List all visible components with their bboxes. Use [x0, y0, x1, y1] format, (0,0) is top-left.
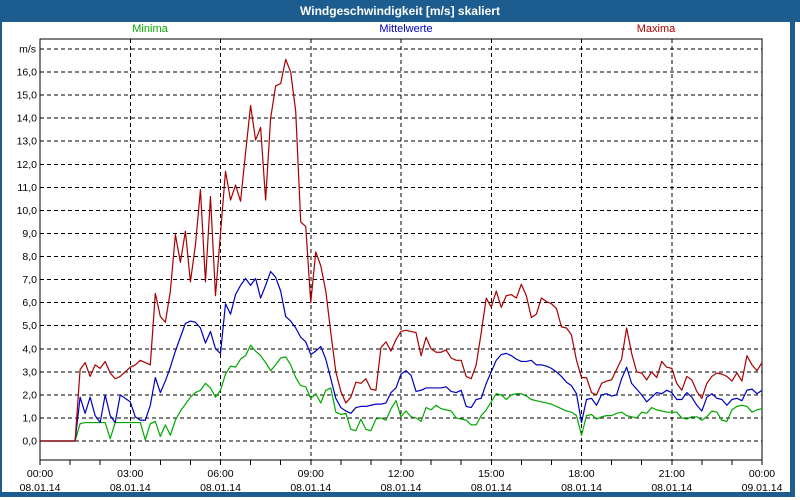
x-tick-time: 03:00 — [117, 468, 143, 480]
x-tick-time: 18:00 — [568, 468, 594, 480]
y-tick-label: 16,0 — [17, 67, 38, 79]
legend-minima: Minima — [132, 23, 168, 35]
x-tick-date: 08.01.14 — [381, 482, 422, 494]
window-border-left — [0, 22, 2, 497]
series-minima-line — [40, 344, 763, 442]
y-tick-label: 1,0 — [22, 412, 37, 424]
x-tick-time: 15:00 — [478, 468, 504, 480]
y-tick-label: 0,0 — [22, 436, 37, 448]
x-tick-date: 09.01.14 — [742, 482, 783, 494]
x-tick-date: 08.01.14 — [200, 482, 241, 494]
y-tick-label: 7,0 — [22, 274, 37, 286]
y-tick-label: 10,0 — [17, 205, 38, 217]
window-border-right — [790, 22, 795, 497]
legend-maxima: Maxima — [636, 23, 676, 35]
y-tick-label: 15,0 — [17, 90, 38, 102]
series-maxima-line — [40, 58, 763, 442]
y-tick-label: 14,0 — [17, 113, 38, 125]
x-tick-date: 08.01.14 — [561, 482, 602, 494]
y-tick-label: 6,0 — [22, 297, 37, 309]
x-tick-time: 12:00 — [388, 468, 414, 480]
y-tick-label: 9,0 — [22, 228, 37, 240]
legend-mittelwerte: Mittelwerte — [379, 23, 433, 35]
window-border-bottom — [0, 492, 795, 497]
series-mittelwerte-line — [40, 270, 763, 442]
y-tick-label: 4,0 — [22, 343, 37, 355]
y-tick-label: 11,0 — [17, 182, 37, 194]
y-tick-label: 3,0 — [22, 366, 37, 378]
x-tick-date: 08.01.14 — [290, 482, 331, 494]
x-tick-time: 00:00 — [27, 468, 53, 480]
x-tick-date: 08.01.14 — [651, 482, 692, 494]
y-tick-label: 2,0 — [22, 389, 37, 401]
x-tick-date: 08.01.14 — [471, 482, 512, 494]
x-tick-date: 08.01.14 — [110, 482, 151, 494]
y-axis-unit: m/s — [19, 44, 36, 56]
window-title: Windgeschwindigkeit [m/s] skaliert — [300, 4, 500, 18]
y-tick-label: 13,0 — [17, 136, 38, 148]
y-tick-label: 8,0 — [22, 251, 37, 263]
x-tick-time: 06:00 — [207, 468, 233, 480]
y-tick-label: 12,0 — [17, 159, 38, 171]
x-tick-time: 21:00 — [659, 468, 685, 480]
x-tick-time: 00:00 — [749, 468, 775, 480]
x-tick-time: 09:00 — [298, 468, 324, 480]
title-bar: Windgeschwindigkeit [m/s] skaliert — [0, 0, 800, 22]
y-tick-label: 5,0 — [22, 320, 37, 332]
x-tick-date: 08.01.14 — [20, 482, 61, 494]
